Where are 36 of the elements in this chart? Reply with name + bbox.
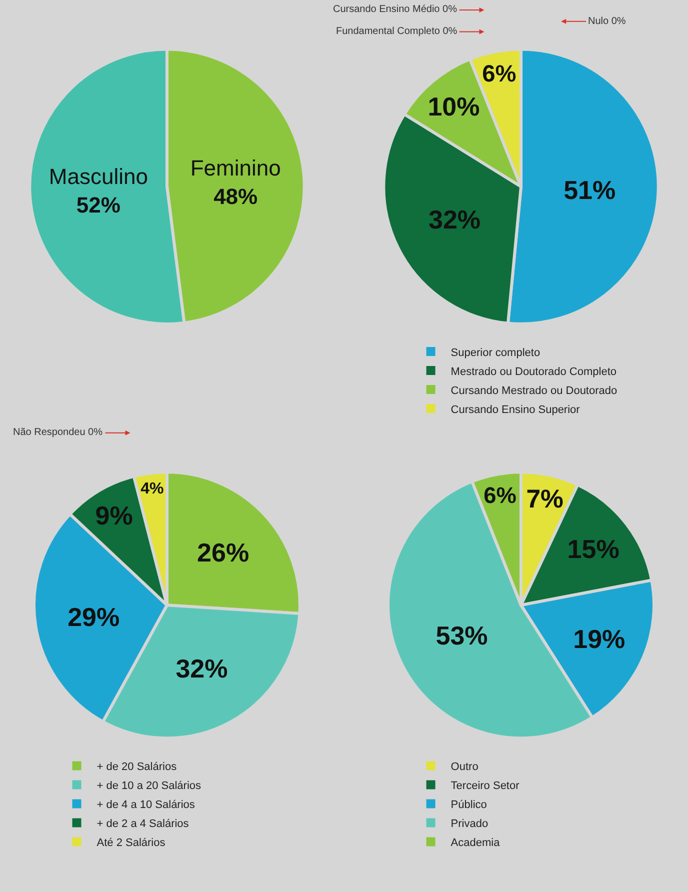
data-label: 32% [176,653,228,684]
legend-label: + de 10 a 20 Salários [96,780,202,792]
data-label: 32% [428,204,481,235]
legend-label: Cursando Mestrado ou Doutorado [450,384,618,397]
legend-label: Terceiro Setor [450,780,520,792]
legend-label: Academia [450,836,501,849]
data-label: 52% [76,192,120,218]
legend-label: + de 20 Salários [96,760,178,773]
data-label: 26% [197,537,250,568]
slice-label: Masculino [48,164,148,190]
data-label: 6% [484,482,516,508]
slice-label: Feminino [190,155,281,180]
legend-label: Privado [450,818,488,830]
legend-label: Superior completo [450,346,540,359]
text: Não Respondeu 0% [13,427,103,438]
text: Cursando Ensino Médio 0% [333,4,458,15]
text: Nulo 0% [588,16,626,27]
data-label: 53% [436,620,488,650]
data-label: 19% [573,624,626,654]
legend-label: Outro [450,760,478,773]
legend-label: Até 2 Salários [96,836,166,849]
data-label: 7% [526,486,564,514]
data-label: 29% [68,602,120,632]
data-label: 10% [428,91,480,122]
legend-label: + de 4 a 10 Salários [96,798,196,811]
data-label: 4% [140,480,164,498]
data-label: 48% [214,184,258,210]
data-label: 15% [567,534,620,564]
data-label: 6% [482,61,516,88]
data-label: 51% [564,174,616,205]
legend-label: + de 2 a 4 Salários [96,818,190,830]
data-label: 9% [95,500,133,531]
legend-label: Público [450,798,487,811]
legend-label: Cursando Ensino Superior [450,404,580,416]
text: Fundamental Completo 0% [336,26,458,37]
legend-label: Mestrado ou Doutorado Completo [450,366,617,378]
